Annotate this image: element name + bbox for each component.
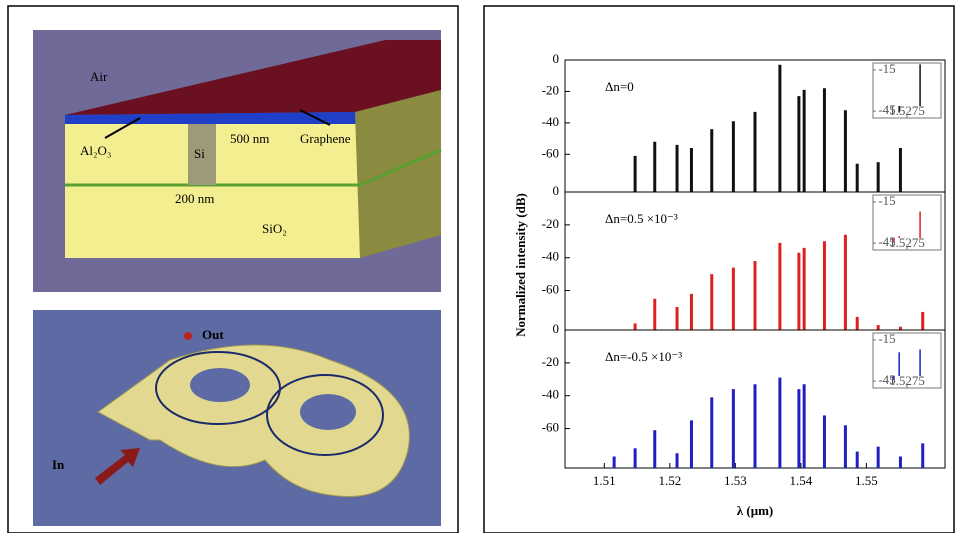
y-tick-label: -20	[542, 354, 559, 369]
figure: Air Graphene Al₂O₃ Si 500 nm 200 nm SiO₂…	[0, 0, 957, 533]
label: Al₂O₃	[80, 143, 111, 158]
y-tick-label: 0	[553, 321, 560, 336]
x-axis-label: λ (μm)	[737, 503, 774, 518]
x-tick-label: 1.53	[724, 473, 747, 488]
ring-render	[33, 310, 441, 526]
x-tick-label: 1.52	[658, 473, 681, 488]
annotation: Δn=0	[605, 79, 634, 94]
y-tick-label: 0	[553, 51, 560, 66]
y-axis-label: Normalized intensity (dB)	[513, 193, 528, 337]
inset-y-tick-label: -15	[878, 61, 895, 76]
x-tick-label: 1.54	[789, 473, 812, 488]
y-tick-label: -40	[542, 249, 559, 264]
ring-hole	[300, 394, 356, 430]
inset-y-tick-label: -15	[878, 193, 895, 208]
x-tick-label: 1.51	[593, 473, 616, 488]
label: Air	[90, 69, 108, 84]
y-tick-label: -20	[542, 82, 559, 97]
y-tick-label: -20	[542, 216, 559, 231]
y-tick-label: -60	[542, 420, 559, 435]
annotation: Δn=-0.5 ×10⁻³	[605, 349, 682, 364]
y-tick-label: -40	[542, 114, 559, 129]
y-tick-label: -60	[542, 282, 559, 297]
label: SiO₂	[262, 221, 287, 236]
ring-hole	[190, 368, 250, 402]
side-face	[355, 90, 441, 258]
label: 200 nm	[175, 191, 214, 206]
y-tick-label: -40	[542, 387, 559, 402]
annotation: Δn=0.5 ×10⁻³	[605, 211, 678, 226]
output-marker	[184, 332, 192, 340]
label: In	[52, 457, 65, 472]
y-tick-label: -60	[542, 145, 559, 160]
y-tick-label: 0	[553, 183, 560, 198]
page: Air Graphene Al₂O₃ Si 500 nm 200 nm SiO₂…	[0, 0, 957, 538]
x-tick-label: 1.55	[855, 473, 878, 488]
label: 500 nm	[230, 131, 269, 146]
inset-y-tick-label: -15	[878, 331, 895, 346]
label: Out	[202, 327, 224, 342]
label: Graphene	[300, 131, 351, 146]
label: Si	[194, 146, 205, 161]
